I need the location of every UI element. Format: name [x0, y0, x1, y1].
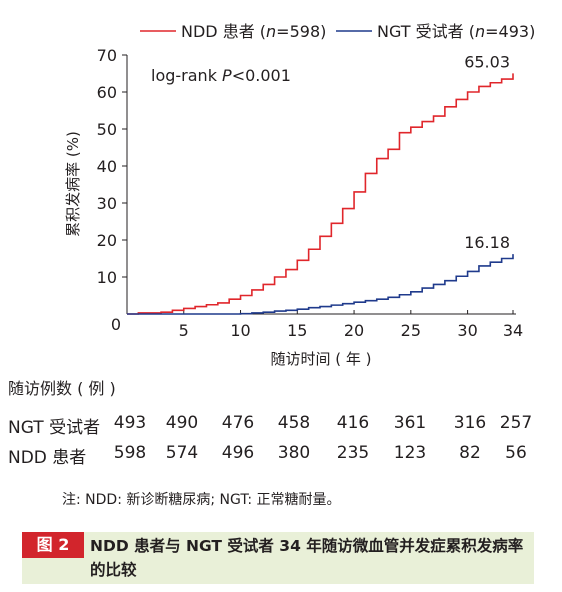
risk-count-cell: 574: [165, 443, 199, 463]
x-tick-label: 15: [287, 321, 307, 340]
y-tick-label: 40: [97, 157, 117, 176]
legend-label-ndd: NDD 患者 (n=598): [181, 22, 326, 41]
series-line-ngt: [127, 254, 514, 315]
risk-count-cell: 493: [113, 413, 147, 433]
risk-count-cell: 490: [165, 413, 199, 433]
y-tick-label: 10: [97, 268, 117, 287]
risk-row-label: NDD 患者: [8, 448, 87, 468]
risk-count-cell: 82: [459, 443, 481, 463]
end-label-ngt: 16.18: [464, 233, 510, 252]
figure-tag: 图 2: [22, 532, 84, 558]
y-tick-label: 60: [97, 83, 117, 102]
x-tick-label: 10: [230, 321, 250, 340]
risk-table-row: NDD 患者 598 574 496 380 235 123 82 56: [0, 443, 562, 468]
y-tick-label: 50: [97, 120, 117, 139]
y-tick-label: 20: [97, 231, 117, 250]
risk-table-title: 随访例数 ( 例 ): [8, 379, 116, 398]
risk-count-cell: 316: [453, 413, 487, 433]
series-line-ndd: [127, 73, 514, 315]
y-ticks: 10 20 30 40 50 60 70: [97, 46, 127, 287]
y-tick-label: 70: [97, 46, 117, 65]
x-tick-label: 5: [179, 321, 189, 340]
risk-count-cell: 496: [221, 443, 255, 463]
x-axis-label: 随访时间 ( 年 ): [270, 350, 371, 368]
risk-count-cell: 123: [393, 443, 427, 463]
risk-count-cell: 416: [336, 413, 370, 433]
risk-table-row: NGT 受试者 493 490 476 458 416 361 316 257: [0, 413, 562, 438]
risk-count-cell: 380: [277, 443, 311, 463]
x-ticks: 5 10 15 20 25 30 34: [179, 310, 523, 340]
y-tick-label: 30: [97, 194, 117, 213]
y-axis-label: 累积发病率 (%): [64, 131, 82, 237]
risk-count-cell: 458: [277, 413, 311, 433]
series-layer: 65.03 16.18: [127, 52, 514, 315]
figure-caption-text: NDD 患者与 NGT 受试者 34 年随访微血管并发症累积发病率的比较: [90, 537, 524, 579]
risk-count-cell: 235: [336, 443, 370, 463]
abbreviation-note: 注: NDD: 新诊断糖尿病; NGT: 正常糖耐量。: [62, 492, 341, 508]
end-label-ndd: 65.03: [464, 52, 510, 71]
risk-row-label: NGT 受试者: [8, 418, 101, 438]
origin-label: 0: [111, 315, 121, 334]
x-tick-label: 25: [401, 321, 421, 340]
risk-count-cell: 598: [113, 443, 147, 463]
legend: NDD 患者 (n=598) NGT 受试者 (n=493): [140, 22, 535, 41]
x-tick-label: 20: [344, 321, 364, 340]
cumulative-incidence-chart: NDD 患者 (n=598) NGT 受试者 (n=493) 10 20 30 40 5…: [64, 22, 535, 368]
risk-count-cell: 257: [499, 413, 533, 433]
x-tick-label: 34: [503, 321, 523, 340]
risk-count-cell: 56: [505, 443, 527, 463]
log-rank-annotation: log-rank P<0.001: [151, 66, 291, 85]
legend-label-ngt: NGT 受试者 (n=493): [377, 22, 535, 41]
risk-count-cell: 476: [221, 413, 255, 433]
figure-caption-box: [22, 532, 534, 584]
x-tick-label: 30: [457, 321, 477, 340]
risk-count-cell: 361: [393, 413, 427, 433]
